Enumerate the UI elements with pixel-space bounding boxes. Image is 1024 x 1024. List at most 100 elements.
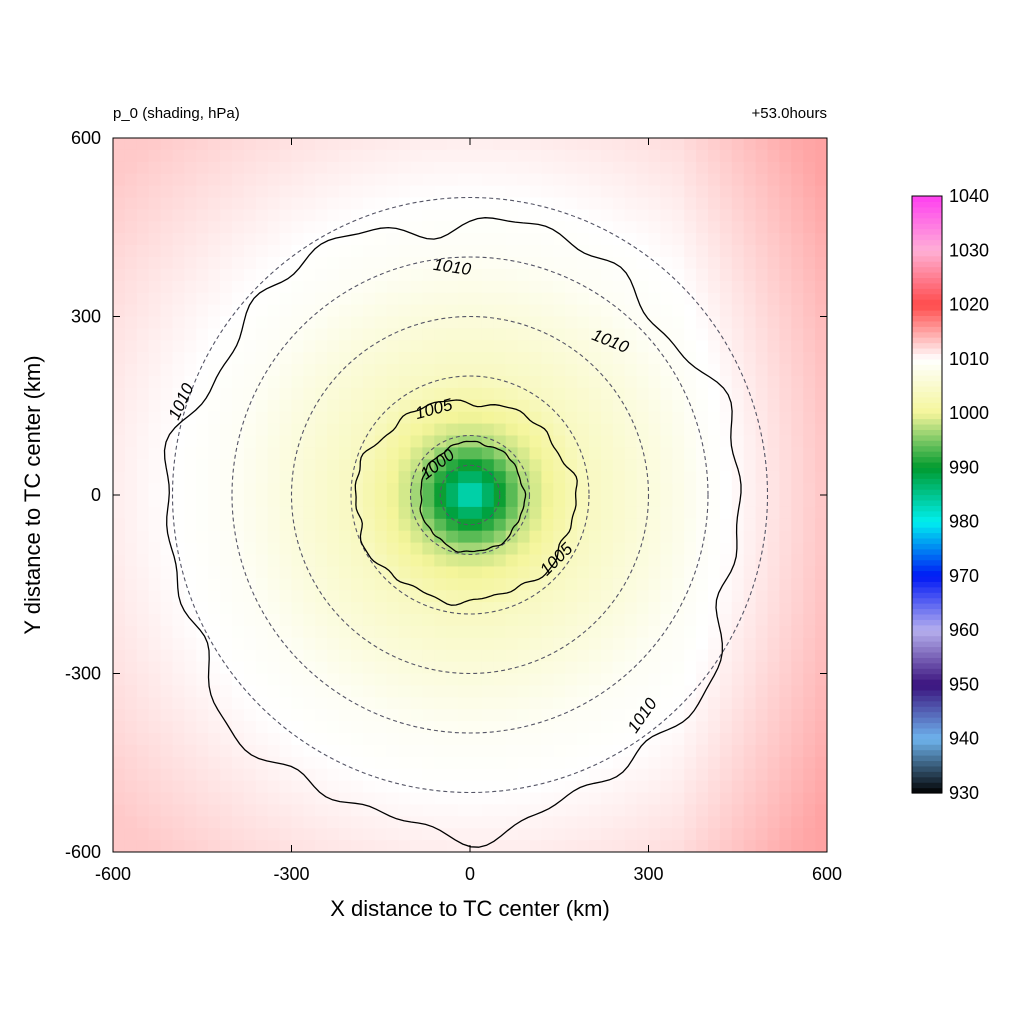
heatmap-cell	[458, 340, 471, 353]
heatmap-cell	[339, 328, 352, 341]
heatmap-cell	[255, 328, 269, 341]
heatmap-cell	[696, 138, 709, 151]
heatmap-cell	[351, 352, 364, 365]
heatmap-cell	[136, 804, 150, 817]
heatmap-cell	[339, 257, 352, 270]
heatmap-cell	[815, 257, 827, 270]
heatmap-cell	[600, 495, 614, 508]
heatmap-cell	[410, 756, 423, 770]
heatmap-cell	[184, 637, 197, 651]
heatmap-cell	[434, 578, 447, 591]
heatmap-cell	[446, 578, 459, 591]
heatmap-cell	[660, 257, 673, 270]
heatmap-cell	[279, 768, 293, 782]
heatmap-cell	[517, 280, 531, 294]
heatmap-cell	[267, 161, 281, 175]
heatmap-cell	[719, 209, 733, 222]
heatmap-cell	[779, 435, 792, 448]
heatmap-cell	[386, 661, 400, 675]
heatmap-cell	[327, 649, 340, 663]
heatmap-cell	[648, 447, 661, 460]
heatmap-cell	[267, 221, 281, 234]
heatmap-cell	[612, 840, 626, 852]
heatmap-cell	[517, 649, 531, 663]
heatmap-cell	[767, 292, 780, 306]
heatmap-cell	[660, 483, 673, 496]
heatmap-cell	[696, 542, 709, 556]
heatmap-cell	[303, 542, 316, 556]
heatmap-cell	[362, 149, 376, 163]
heatmap-cell	[636, 792, 650, 805]
heatmap-cell	[541, 387, 554, 401]
heatmap-cell	[636, 733, 650, 746]
colorbar-segment	[912, 668, 942, 675]
heatmap-cell	[184, 268, 197, 282]
heatmap-cell	[767, 495, 780, 508]
heatmap-cell	[600, 483, 614, 496]
heatmap-cell	[767, 792, 780, 805]
heatmap-cell	[291, 685, 304, 698]
heatmap-cell	[303, 435, 316, 448]
heatmap-cell	[196, 316, 209, 329]
heatmap-cell	[517, 399, 531, 413]
heatmap-cell	[600, 280, 614, 294]
heatmap-cell	[196, 471, 209, 484]
heatmap-cell	[470, 602, 483, 615]
heatmap-cell	[124, 364, 138, 377]
heatmap-cell	[374, 625, 388, 639]
heatmap-cell	[386, 709, 400, 722]
heatmap-cell	[351, 768, 364, 782]
heatmap-cell	[481, 376, 495, 389]
heatmap-cell	[708, 697, 721, 710]
heatmap-cell	[362, 614, 376, 627]
heatmap-cell	[779, 506, 792, 520]
heatmap-cell	[410, 209, 423, 222]
colorbar-segment	[912, 711, 942, 718]
heatmap-cell	[303, 768, 316, 782]
heatmap-cell	[612, 447, 626, 460]
heatmap-cell	[577, 649, 590, 663]
heatmap-cell	[719, 780, 733, 794]
heatmap-cell	[362, 840, 376, 852]
heatmap-cell	[660, 292, 673, 306]
heatmap-cell	[160, 530, 174, 544]
heatmap-cell	[232, 376, 245, 389]
heatmap-cell	[351, 697, 364, 710]
heatmap-cell	[113, 673, 126, 686]
heatmap-cell	[446, 149, 459, 163]
heatmap-cell	[446, 828, 459, 841]
heatmap-cell	[172, 471, 185, 484]
heatmap-cell	[731, 471, 745, 484]
heatmap-cell	[624, 649, 638, 663]
colorbar-tick-label: 1030	[949, 240, 989, 260]
heatmap-cell	[767, 578, 780, 591]
heatmap-cell	[708, 828, 721, 841]
heatmap-cell	[481, 578, 495, 591]
heatmap-cell	[303, 149, 316, 163]
heatmap-cell	[398, 590, 412, 603]
heatmap-cell	[398, 792, 412, 805]
heatmap-cell	[577, 483, 590, 496]
heatmap-cell	[232, 221, 245, 234]
heatmap-cell	[339, 542, 352, 556]
heatmap-cell	[291, 138, 304, 151]
heatmap-cell	[719, 387, 733, 401]
heatmap-cell	[708, 257, 721, 270]
heatmap-cell	[362, 364, 376, 377]
heatmap-cell	[743, 280, 757, 294]
heatmap-cell	[719, 602, 733, 615]
heatmap-cell	[767, 209, 780, 222]
heatmap-cell	[267, 614, 281, 627]
heatmap-cell	[470, 578, 483, 591]
heatmap-cell	[267, 257, 281, 270]
heatmap-cell	[124, 280, 138, 294]
heatmap-cell	[672, 792, 685, 805]
heatmap-cell	[612, 673, 626, 686]
heatmap-cell	[136, 435, 150, 448]
heatmap-cell	[136, 447, 150, 460]
heatmap-cell	[458, 257, 471, 270]
heatmap-cell	[351, 376, 364, 389]
heatmap-cell	[303, 721, 316, 734]
heatmap-cell	[541, 340, 554, 353]
heatmap-cell	[362, 530, 376, 544]
